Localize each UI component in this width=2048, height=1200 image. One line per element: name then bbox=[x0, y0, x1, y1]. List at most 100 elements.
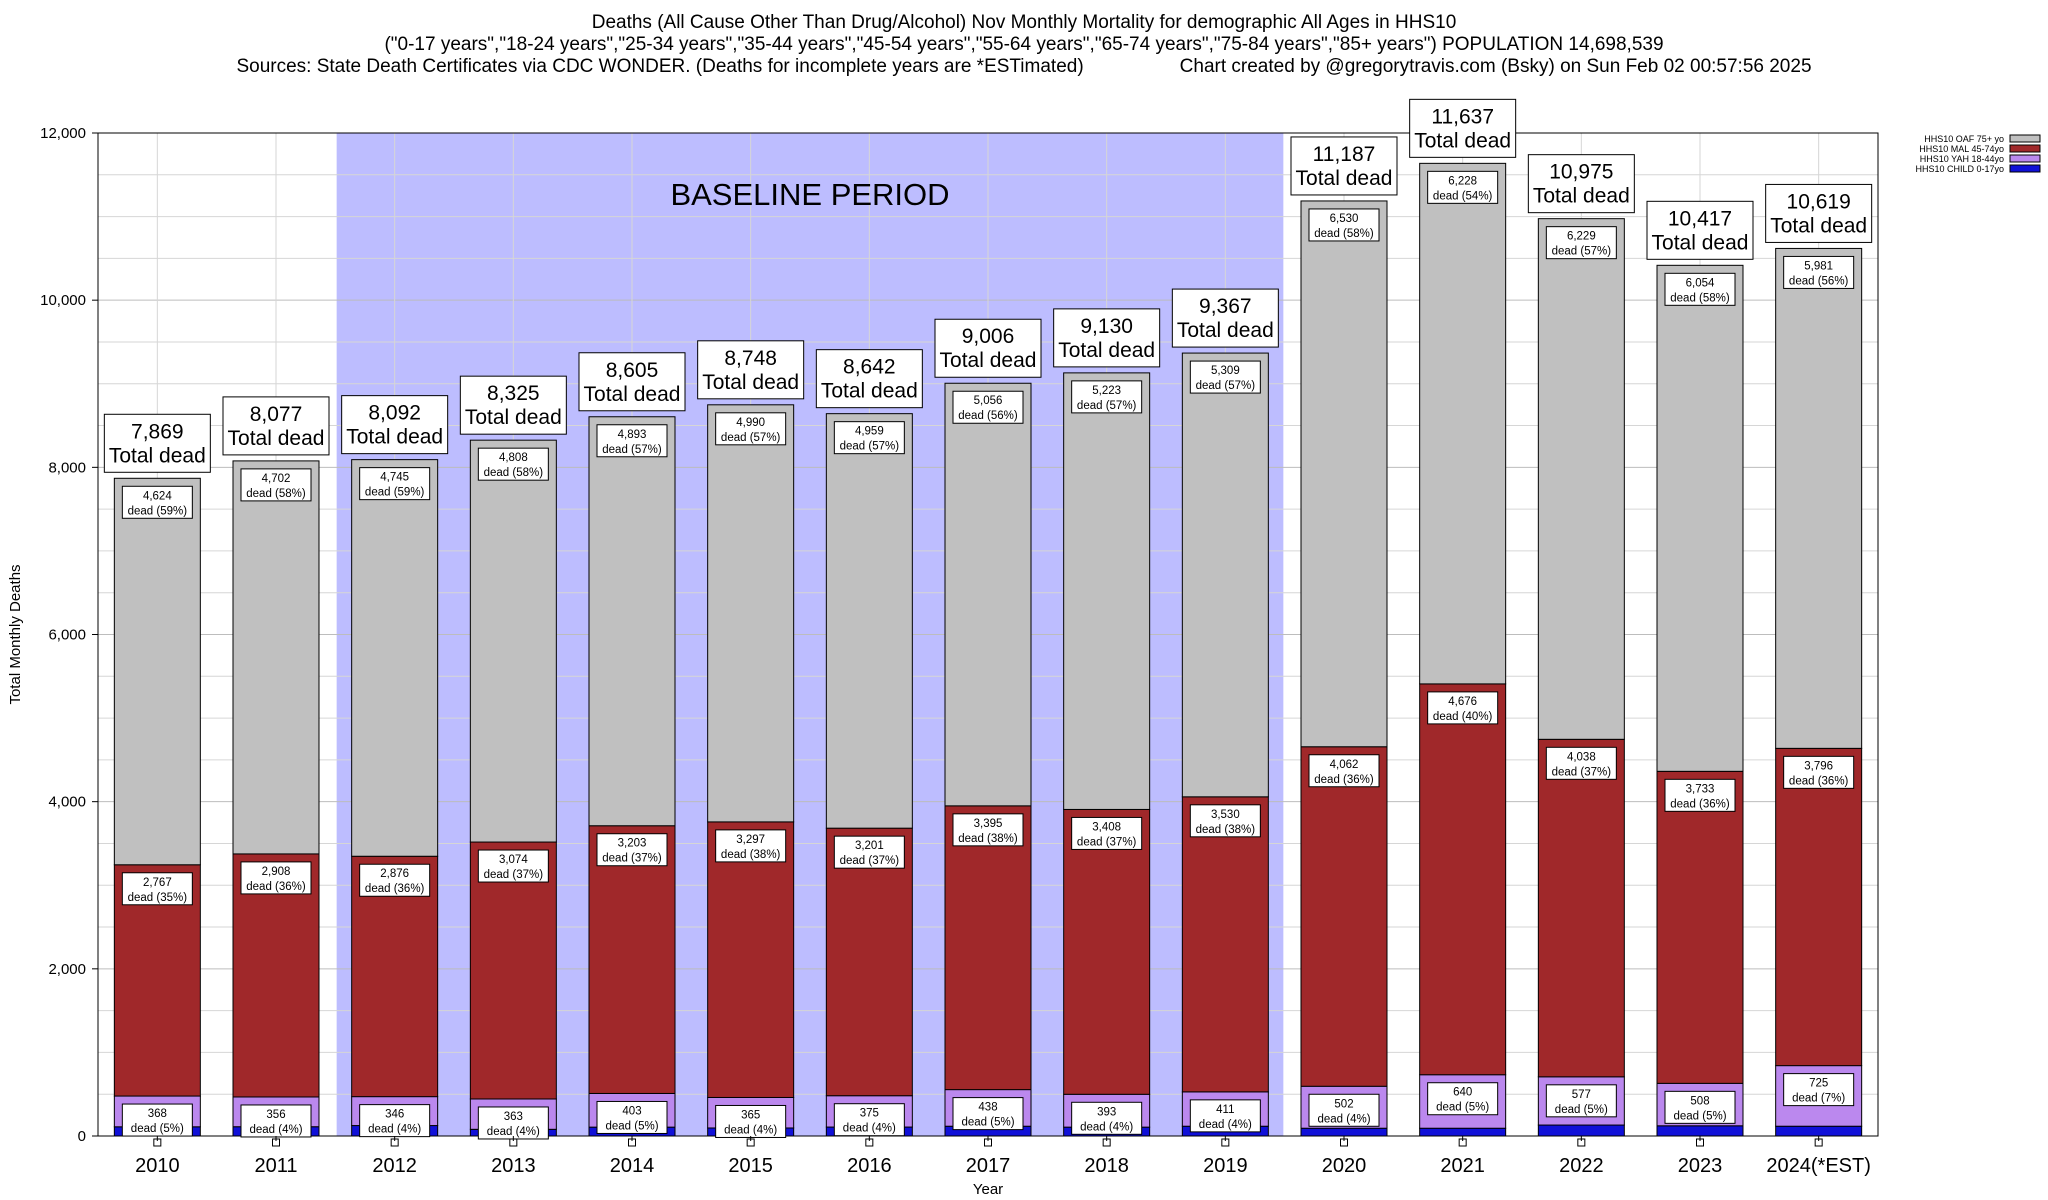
segment-data-label: 6,530 dead (58%) bbox=[1314, 213, 1374, 240]
bar-segment-hhs10-oaf-75-yo bbox=[1063, 372, 1151, 810]
x-tick-label: 2012 bbox=[372, 1155, 417, 1177]
segment-data-label: 5,056 dead (56%) bbox=[958, 395, 1018, 422]
segment-data-label: 502 dead (4%) bbox=[1317, 1098, 1370, 1125]
bar-segment-hhs10-child-0-17yo bbox=[1775, 1125, 1863, 1137]
sources-text: Sources: State Death Certificates via CD… bbox=[236, 56, 1084, 77]
bar-segment-hhs10-oaf-75-yo bbox=[1300, 200, 1388, 748]
total-label-box bbox=[578, 352, 686, 412]
segment-data-label: 6,228 dead (54%) bbox=[1433, 175, 1493, 202]
bar-segment-hhs10-mal-45-74yo bbox=[1419, 683, 1507, 1076]
segment-label-box bbox=[1189, 804, 1261, 838]
segment-label-box bbox=[1427, 691, 1499, 725]
segment-data-label: 508 dead (5%) bbox=[1673, 1095, 1726, 1122]
x-tick-label: 2020 bbox=[1322, 1155, 1367, 1177]
bar-segment-hhs10-oaf-75-yo bbox=[469, 439, 557, 843]
total-label-box bbox=[1527, 154, 1635, 214]
segment-label-box bbox=[359, 1104, 431, 1138]
x-axis: 2010 2011 2012 2013 2014 2015 2016 2017 2018 2019… bbox=[135, 1136, 1871, 1177]
segment-label-box bbox=[1664, 272, 1736, 306]
segment-data-label: 3,530 dead (38%) bbox=[1196, 809, 1256, 836]
x-tick-label: 2013 bbox=[491, 1155, 536, 1177]
bar-segment-hhs10-mal-45-74yo bbox=[232, 853, 320, 1098]
baseline-period-label: BASELINE PERIOD bbox=[670, 177, 949, 212]
segment-label-box bbox=[121, 485, 193, 519]
x-tick-label: 2019 bbox=[1203, 1155, 1248, 1177]
segment-label-box bbox=[596, 833, 668, 867]
segment-data-label: 2,876 dead (36%) bbox=[365, 868, 425, 895]
segment-label-box bbox=[715, 829, 787, 863]
legend-label: HHS10 OAF 75+ yo bbox=[1924, 134, 2004, 144]
legend-swatch bbox=[2009, 144, 2041, 153]
total-label-box bbox=[459, 375, 567, 435]
bar-segment-hhs10-oaf-75-yo bbox=[113, 477, 201, 866]
segment-label-box bbox=[1664, 778, 1736, 812]
credit-text: Chart created by @gregorytravis.com (Bsk… bbox=[1179, 56, 1812, 77]
bar-stack: 346 dead (4%) 2,876 dead (36%) 4,745 dead (59… bbox=[341, 395, 449, 1147]
segment-data-label: 4,038 dead (37%) bbox=[1552, 751, 1612, 778]
x-tick-label: 2022 bbox=[1559, 1155, 1604, 1177]
bar-segment-hhs10-oaf-75-yo bbox=[232, 460, 320, 855]
segment-data-label: 5,223 dead (57%) bbox=[1077, 385, 1137, 412]
segment-label-box bbox=[359, 863, 431, 897]
bar-stack: 356 dead (4%) 2,908 dead (36%) 4,702 dead (58… bbox=[222, 396, 330, 1147]
x-tick-label: 2010 bbox=[135, 1155, 180, 1177]
legend-label: HHS10 MAL 45-74yo bbox=[1919, 144, 2004, 154]
total-label-box bbox=[103, 413, 211, 473]
segment-label-box bbox=[240, 1104, 312, 1138]
segment-data-label: 6,054 dead (58%) bbox=[1670, 277, 1730, 304]
bar-stack: 368 dead (5%) 2,767 dead (35%) 4,624 dead (59… bbox=[103, 413, 211, 1147]
total-data-label: 8,092 Total dead bbox=[346, 402, 443, 449]
y-axis-label: Total Monthly Deaths bbox=[7, 564, 24, 704]
segment-label-box bbox=[240, 861, 312, 895]
total-data-label: 8,748 Total dead bbox=[702, 347, 799, 394]
segment-data-label: 4,624 dead (59%) bbox=[128, 490, 188, 517]
y-axis: 0 2,000 4,000 6,000 8,000 10,000 12,000 bbox=[40, 125, 98, 1145]
bar-segment-hhs10-mal-45-74yo bbox=[1181, 796, 1269, 1093]
total-label-box bbox=[697, 340, 805, 400]
total-label-box bbox=[934, 318, 1042, 378]
segment-data-label: 5,981 dead (56%) bbox=[1789, 260, 1849, 287]
bar-stack: 725 dead (7%) 3,796 dead (36%) 5,981 dead (56… bbox=[1765, 183, 1873, 1147]
bar-segment-hhs10-mal-45-74yo bbox=[1063, 808, 1151, 1095]
legend-label: HHS10 YAH 18-44yo bbox=[1920, 154, 2004, 164]
bar-segment-hhs10-oaf-75-yo bbox=[1181, 352, 1269, 798]
x-axis-label: Year bbox=[973, 1181, 1003, 1198]
segment-label-box bbox=[1308, 1093, 1380, 1127]
total-data-label: 11,187 Total dead bbox=[1296, 143, 1393, 190]
segment-label-box bbox=[240, 468, 312, 502]
bar-segment-hhs10-child-0-17yo bbox=[1300, 1127, 1388, 1137]
total-label-box bbox=[1053, 308, 1161, 368]
segment-data-label: 375 dead (4%) bbox=[843, 1108, 896, 1135]
bar-segment-hhs10-child-0-17yo bbox=[1537, 1124, 1625, 1137]
total-data-label: 10,975 Total dead bbox=[1533, 161, 1630, 208]
total-data-label: 10,417 Total dead bbox=[1652, 207, 1749, 254]
x-tick-label: 2021 bbox=[1440, 1155, 1485, 1177]
segment-data-label: 577 dead (5%) bbox=[1555, 1089, 1608, 1116]
segment-data-label: 365 dead (4%) bbox=[724, 1109, 777, 1136]
segment-label-box bbox=[715, 412, 787, 446]
total-data-label: 8,642 Total dead bbox=[821, 356, 918, 403]
segment-label-box bbox=[833, 835, 905, 869]
chart-title: Deaths (All Cause Other Than Drug/Alcoho… bbox=[591, 12, 1457, 33]
bars-group: 368 dead (5%) 2,767 dead (35%) 4,624 dead (59… bbox=[103, 98, 1873, 1147]
segment-label-box bbox=[477, 849, 549, 883]
segment-label-box bbox=[477, 1106, 549, 1140]
x-tick-label: 2024(*EST) bbox=[1766, 1155, 1871, 1177]
total-data-label: 9,130 Total dead bbox=[1058, 315, 1155, 362]
total-label-box bbox=[1765, 183, 1873, 243]
bar-stack: 508 dead (5%) 3,733 dead (36%) 6,054 dead (58… bbox=[1646, 200, 1754, 1147]
segment-data-label: 3,201 dead (37%) bbox=[840, 840, 900, 867]
chart-subtitle-sources: Sources: State Death Certificates via CD… bbox=[0, 56, 2048, 78]
segment-label-box bbox=[1545, 746, 1617, 780]
segment-label-box bbox=[1664, 1090, 1736, 1124]
segment-data-label: 725 dead (7%) bbox=[1792, 1078, 1845, 1105]
segment-label-box bbox=[1783, 755, 1855, 789]
bar-segment-hhs10-oaf-75-yo bbox=[944, 382, 1032, 807]
segment-data-label: 4,959 dead (57%) bbox=[840, 426, 900, 453]
total-data-label: 8,077 Total dead bbox=[228, 403, 325, 450]
segment-data-label: 368 dead (5%) bbox=[131, 1108, 184, 1135]
y-tick-label: 8,000 bbox=[48, 459, 86, 476]
x-tick-label: 2015 bbox=[728, 1155, 773, 1177]
legend-label: HHS10 CHILD 0-17yo bbox=[1915, 164, 2004, 174]
segment-data-label: 438 dead (5%) bbox=[961, 1102, 1014, 1129]
